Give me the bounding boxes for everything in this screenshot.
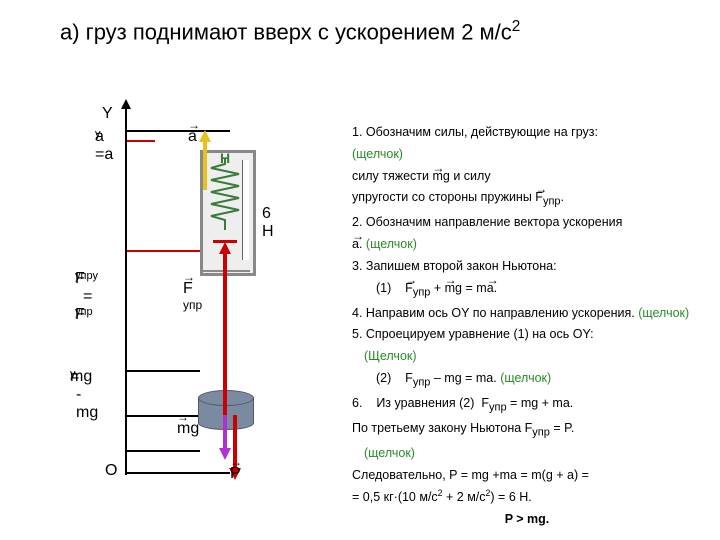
step-6: 6. Из уравнения (2) Fупр = mg + ma.	[352, 394, 702, 416]
guide-line	[127, 450, 200, 452]
arrow-a-head	[199, 130, 211, 142]
label-mg: mg	[177, 420, 199, 438]
step-1-click: (щелчок)	[352, 145, 702, 164]
step-5: 5. Спроецируем уравнение (1) на ось OY:	[352, 325, 702, 344]
step-3-eq: (1) Fупр + mg = ma.	[352, 279, 702, 301]
scale-strip	[242, 160, 249, 260]
guide-line	[127, 472, 230, 474]
step-10: P > mg.	[352, 510, 702, 529]
spring-icon	[205, 158, 245, 238]
label-a: a	[188, 128, 197, 146]
arrow-a	[203, 140, 207, 190]
step-7-click: (щелчок)	[352, 444, 702, 463]
solution-steps: 1. Обозначим силы, действующие на груз: …	[352, 120, 702, 532]
step-4: 4. Направим ось OY по направлению ускоре…	[352, 304, 702, 323]
arrow-Fupr-head	[219, 242, 231, 254]
step-5-eq: (2) Fупр – mg = ma. (щелчок)	[352, 369, 702, 391]
slide-title: а) груз поднимают вверх с ускорением 2 м…	[60, 18, 520, 45]
step-1b: силу тяжести mg и силу	[352, 167, 702, 186]
label-Fupr: Fупр	[183, 280, 193, 298]
guide-line	[127, 140, 155, 142]
step-2a: a. (щелчок)	[352, 235, 702, 254]
step-1: 1. Обозначим силы, действующие на груз:	[352, 123, 702, 142]
label-H-spring: Н	[220, 150, 230, 166]
step-5-click: (Щелчок)	[352, 347, 702, 366]
y-axis	[125, 105, 127, 475]
label-P: P	[230, 465, 241, 483]
step-2: 2. Обозначим направление вектора ускорен…	[352, 213, 702, 232]
label-Y: Y	[102, 105, 113, 123]
guide-line	[127, 130, 230, 132]
step-1c: упругости со стороны пружины Fупр.	[352, 188, 702, 210]
label-O: O	[105, 462, 117, 480]
guide-line	[127, 370, 200, 372]
force-diagram: Y aу=а Fупру = Fупр mgу = -mg O Н 6Н a F…	[50, 110, 330, 510]
step-9: = 0,5 кг·(10 м/с2 + 2 м/с2) = 6 Н.	[352, 487, 702, 507]
arrow-mg	[223, 415, 227, 450]
step-7: По третьему закону Ньютона Fупр = P.	[352, 419, 702, 441]
step-8: Следовательно, P = mg +ma = m(g + a) =	[352, 466, 702, 485]
arrow-Fupr	[223, 250, 227, 415]
